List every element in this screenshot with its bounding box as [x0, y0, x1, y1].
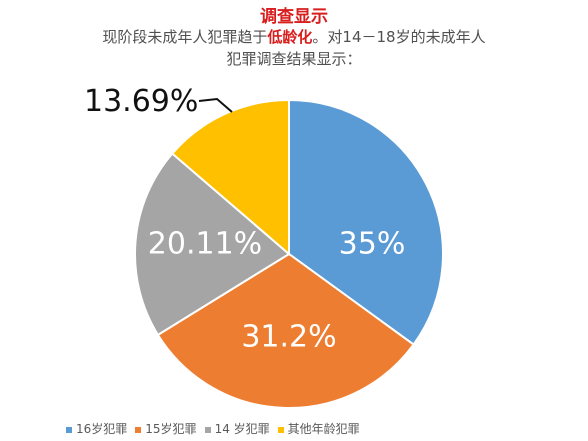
chart-title: 调查显示	[260, 7, 328, 27]
pie-slice-label-1: 35%	[339, 227, 406, 262]
legend-item: 其他年龄犯罪	[277, 420, 360, 437]
legend-item: 15岁犯罪	[135, 420, 197, 437]
label-leader-line	[198, 97, 233, 113]
legend-label: 其他年龄犯罪	[287, 422, 360, 436]
chart-legend: 16岁犯罪 15岁犯罪 14 岁犯罪 其他年龄犯罪	[66, 420, 368, 437]
subtitle-prefix: 现阶段未成年人犯罪趋于	[102, 28, 268, 46]
legend-label: 14 岁犯罪	[214, 422, 270, 436]
subtitle-highlight: 低龄化	[267, 28, 313, 46]
subtitle-suffix: 。对14－18岁的未成年人	[312, 28, 486, 46]
pie-slice-2	[156, 252, 415, 409]
legend-item: 14 岁犯罪	[204, 420, 270, 437]
legend-swatch	[135, 426, 142, 433]
legend-label: 16岁犯罪	[76, 422, 128, 436]
legend-item: 16岁犯罪	[66, 420, 127, 437]
pie-slice-label-2: 31.2%	[241, 320, 336, 355]
chart-subtitle-line2: 犯罪调查结果显示：	[226, 50, 362, 68]
legend-swatch	[204, 426, 211, 433]
pie-slice-4	[170, 98, 290, 257]
pie-slice-1	[288, 98, 444, 346]
legend-swatch	[277, 426, 284, 433]
legend-swatch	[66, 426, 72, 433]
legend-label: 15岁犯罪	[145, 422, 197, 436]
pie-slice-3	[134, 152, 291, 337]
chart-subtitle-line1: 现阶段未成年人犯罪趋于低龄化。对14－18岁的未成年人	[0, 26, 588, 47]
pie-slice-label-4: 13.69%	[84, 84, 198, 119]
pie-slice-label-3: 20.11%	[148, 227, 262, 262]
